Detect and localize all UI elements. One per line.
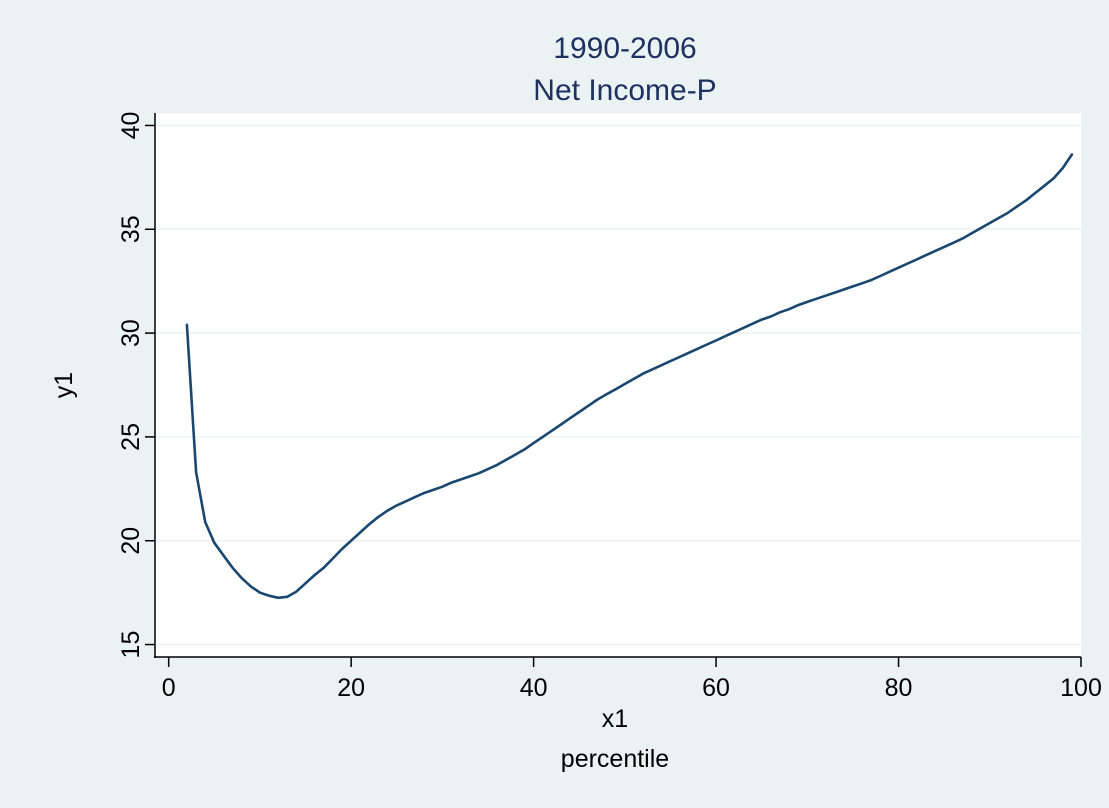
y-tick-label: 30 <box>117 319 145 347</box>
y-tick-label: 15 <box>117 631 145 659</box>
chart-title: 1990-2006 <box>553 32 696 65</box>
y-tick-label: 25 <box>117 423 145 451</box>
y-axis-label: y1 <box>50 372 78 398</box>
chart-subtitle: Net Income-P <box>533 74 716 107</box>
x-tick-label: 0 <box>162 674 176 702</box>
x-axis-sublabel: percentile <box>561 745 669 773</box>
series-line <box>185 153 1074 600</box>
grid-lines <box>155 124 1081 646</box>
x-tick-label: 80 <box>885 674 913 702</box>
y-tick-label: 35 <box>117 215 145 243</box>
plot-area <box>155 113 1081 657</box>
x-tick-label: 20 <box>337 674 365 702</box>
series <box>185 153 1074 600</box>
x-tick-label: 100 <box>1060 674 1102 702</box>
axes: 15 20 25 30 35 40 0 20 40 60 80 100 <box>117 112 1102 702</box>
x-axis-label: x1 <box>602 705 628 733</box>
x-tick-label: 40 <box>520 674 548 702</box>
x-tick-label: 60 <box>702 674 730 702</box>
y-tick-label: 40 <box>117 112 145 140</box>
y-tick-label: 20 <box>117 527 145 555</box>
